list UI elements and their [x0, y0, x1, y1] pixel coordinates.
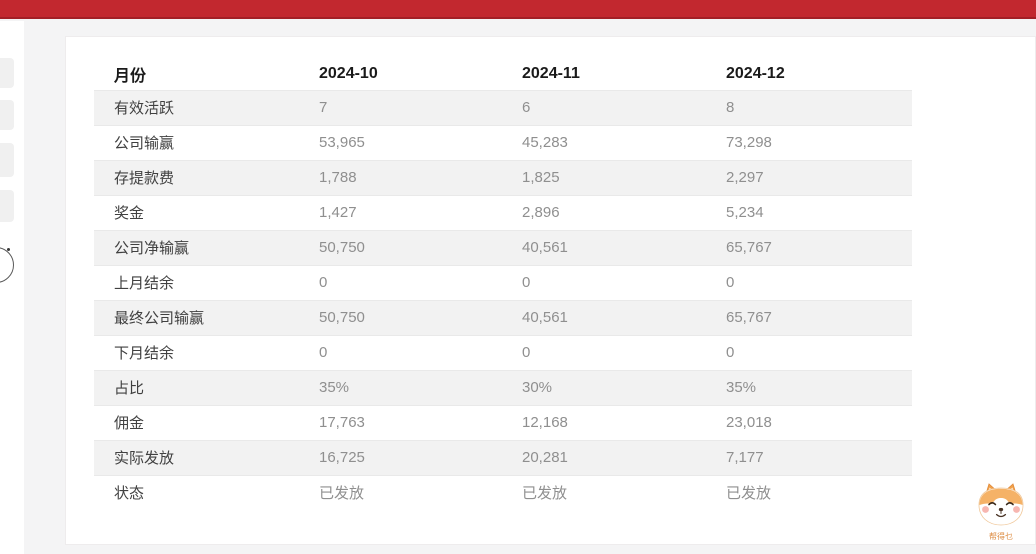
cell-value: 12,168	[522, 414, 568, 431]
cell-value: 30%	[522, 369, 726, 406]
sidebar-toggle-dot-icon	[7, 248, 10, 251]
cell-value: 65,767	[726, 299, 912, 336]
table-row: 公司净输赢 50,750 40,561 65,767	[94, 229, 912, 266]
report-card: 月份 2024-10 2024-11 2024-12 有效活跃 7 6 8 公司输赢 53…	[65, 36, 1036, 545]
cell-value: 7	[319, 89, 522, 126]
column-header-2024-11: 2024-11	[522, 65, 580, 83]
row-label: 下月结余	[114, 345, 175, 362]
cell-value: 23,018	[726, 414, 772, 431]
cell-value: 35%	[726, 369, 912, 406]
row-label: 有效活跃	[94, 89, 319, 126]
table-row: 最终公司输赢 50,750 40,561 65,767	[94, 299, 912, 336]
cell-value: 7,177	[726, 439, 912, 476]
cell-value: 1,825	[522, 159, 726, 196]
cell-value: 17,763	[319, 414, 365, 431]
column-header-2024-12: 2024-12	[726, 65, 785, 83]
row-label: 实际发放	[94, 439, 319, 476]
cell-value: 2,896	[522, 204, 560, 221]
cell-value: 已发放	[726, 485, 772, 503]
cell-value: 16,725	[319, 439, 522, 476]
row-label: 占比	[94, 369, 319, 406]
cell-value: 2,297	[726, 159, 912, 196]
row-label: 奖金	[114, 205, 145, 222]
table-row: 存提款费 1,788 1,825 2,297	[94, 159, 912, 196]
cell-value: 8	[726, 89, 912, 126]
collapsed-sidebar	[0, 21, 24, 554]
cell-value: 50,750	[319, 229, 522, 266]
top-app-bar	[0, 0, 1036, 19]
row-label: 状态	[114, 485, 145, 503]
column-header-2024-10: 2024-10	[319, 65, 378, 83]
row-label: 最终公司输赢	[94, 299, 319, 336]
cell-value: 0	[522, 344, 531, 361]
row-label: 公司净输赢	[94, 229, 319, 266]
cell-value: 5,234	[726, 204, 764, 221]
sidebar-item-placeholder	[0, 100, 14, 130]
cell-value: 20,281	[522, 439, 726, 476]
column-header-month: 月份	[114, 68, 147, 86]
sidebar-item-placeholder	[0, 190, 14, 222]
cell-value: 73,298	[726, 134, 772, 151]
mascot-widget[interactable]: 帮得乜	[973, 483, 1029, 545]
cell-value: 53,965	[319, 134, 365, 151]
cell-value: 0	[319, 344, 328, 361]
sidebar-item-placeholder	[0, 143, 14, 177]
mascot-caption: 帮得乜	[989, 532, 1013, 541]
cell-value: 6	[522, 89, 726, 126]
cell-value: 0	[726, 274, 735, 291]
table-body: 有效活跃 7 6 8 公司输赢 53,965 45,283 73,298 存提款费 1,788 1,…	[94, 89, 912, 510]
cell-value: 45,283	[522, 134, 568, 151]
table-row: 公司输赢 53,965 45,283 73,298	[94, 125, 912, 160]
cell-value: 0	[319, 274, 328, 291]
cell-value: 已发放	[319, 485, 365, 503]
row-label: 存提款费	[94, 159, 319, 196]
sidebar-collapse-toggle[interactable]	[0, 247, 14, 283]
shiba-mascot-icon	[978, 483, 1024, 526]
cell-value: 1,788	[319, 159, 522, 196]
cell-value: 65,767	[726, 229, 912, 266]
table-row: 奖金 1,427 2,896 5,234	[94, 195, 912, 230]
cell-value: 0	[522, 274, 531, 291]
table-row: 佣金 17,763 12,168 23,018	[94, 405, 912, 440]
cell-value: 40,561	[522, 229, 726, 266]
row-label: 佣金	[114, 415, 145, 432]
table-header-row: 月份 2024-10 2024-11 2024-12	[94, 59, 912, 90]
table-row: 状态 已发放 已发放 已发放	[94, 475, 912, 510]
monthly-report-table: 月份 2024-10 2024-11 2024-12 有效活跃 7 6 8 公司输赢 53…	[94, 59, 912, 510]
cell-value: 0	[726, 344, 735, 361]
row-label: 公司输赢	[114, 135, 175, 152]
row-label: 上月结余	[114, 275, 175, 292]
cell-value: 35%	[319, 369, 522, 406]
table-row: 有效活跃 7 6 8	[94, 89, 912, 126]
table-row: 占比 35% 30% 35%	[94, 369, 912, 406]
cell-value: 40,561	[522, 299, 726, 336]
sidebar-item-placeholder	[0, 58, 14, 88]
table-row: 实际发放 16,725 20,281 7,177	[94, 439, 912, 476]
cell-value: 1,427	[319, 204, 357, 221]
cell-value: 50,750	[319, 299, 522, 336]
table-row: 上月结余 0 0 0	[94, 265, 912, 300]
table-row: 下月结余 0 0 0	[94, 335, 912, 370]
cell-value: 已发放	[522, 485, 568, 503]
